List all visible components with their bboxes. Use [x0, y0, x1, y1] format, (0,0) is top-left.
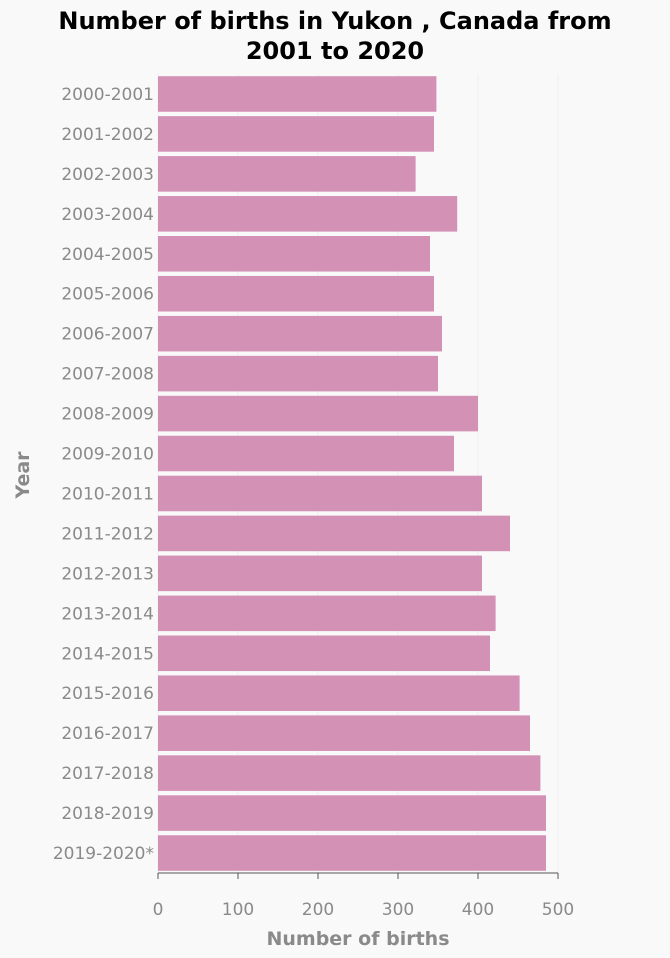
- y-tick-label: 2015-2016: [61, 684, 154, 704]
- x-tick-label: 400: [462, 900, 494, 920]
- y-axis-title: Year: [12, 451, 34, 500]
- y-tick-label: 2013-2014: [61, 604, 154, 624]
- bar: [158, 595, 496, 632]
- bar: [158, 515, 510, 552]
- bar: [158, 156, 416, 192]
- y-tick-label: 2012-2013: [61, 564, 154, 584]
- y-tick-label: 2001-2002: [61, 125, 154, 145]
- bar: [158, 475, 482, 512]
- y-tick-label: 2009-2010: [61, 445, 154, 465]
- chart-title-line-2: 2001 to 2020: [245, 37, 425, 65]
- y-tick-label: 2010-2011: [61, 484, 154, 504]
- bars: [158, 76, 546, 871]
- x-tick-label: 300: [382, 900, 414, 920]
- chart-title-line-1: Number of births in Yukon , Canada from: [58, 7, 612, 35]
- y-tick-label: 2000-2001: [61, 85, 154, 105]
- x-tick-label: 500: [542, 900, 574, 920]
- bar: [158, 555, 482, 592]
- bar: [158, 395, 478, 432]
- x-axis-title: Number of births: [266, 928, 449, 950]
- y-tick-label: 2006-2007: [61, 325, 154, 345]
- y-tick-label: 2019-2020*: [53, 844, 154, 864]
- bar: [158, 235, 430, 272]
- x-tick-label: 0: [153, 900, 164, 920]
- bar: [158, 435, 454, 472]
- y-tick-label: 2004-2005: [61, 245, 154, 265]
- bar: [158, 275, 434, 312]
- y-tick-label: 2016-2017: [61, 724, 154, 744]
- bar: [158, 675, 520, 712]
- bar: [158, 795, 546, 831]
- bar: [158, 635, 490, 672]
- bar: [158, 355, 438, 392]
- axes: [157, 872, 559, 879]
- y-tick-label: 2017-2018: [61, 764, 154, 784]
- y-tick-label: 2005-2006: [61, 285, 154, 305]
- x-tick-label: 200: [302, 900, 334, 920]
- gridlines: [157, 74, 559, 873]
- bar: [158, 116, 434, 152]
- y-tick-label: 2018-2019: [61, 804, 154, 824]
- y-tick-label: 2007-2008: [61, 365, 154, 385]
- y-tick-label: 2008-2009: [61, 405, 154, 425]
- chart-title: Number of births in Yukon , Canada from …: [0, 6, 670, 66]
- x-tick-label: 100: [222, 900, 254, 920]
- bar: [158, 715, 530, 751]
- y-tick-label: 2014-2015: [61, 644, 154, 664]
- y-tick-label: 2011-2012: [61, 524, 154, 544]
- bar: [158, 315, 442, 352]
- bar: [158, 835, 546, 871]
- bar: [158, 755, 541, 791]
- y-tick-labels: 2000-2001 2001-2002 2002-2003 2003-2004 2004…: [53, 85, 154, 864]
- x-tick-labels: 0 100 200 300 400 500: [153, 900, 575, 920]
- bar: [158, 76, 437, 112]
- y-tick-label: 2002-2003: [61, 165, 154, 185]
- bar: [158, 196, 458, 232]
- y-tick-label: 2003-2004: [61, 205, 154, 225]
